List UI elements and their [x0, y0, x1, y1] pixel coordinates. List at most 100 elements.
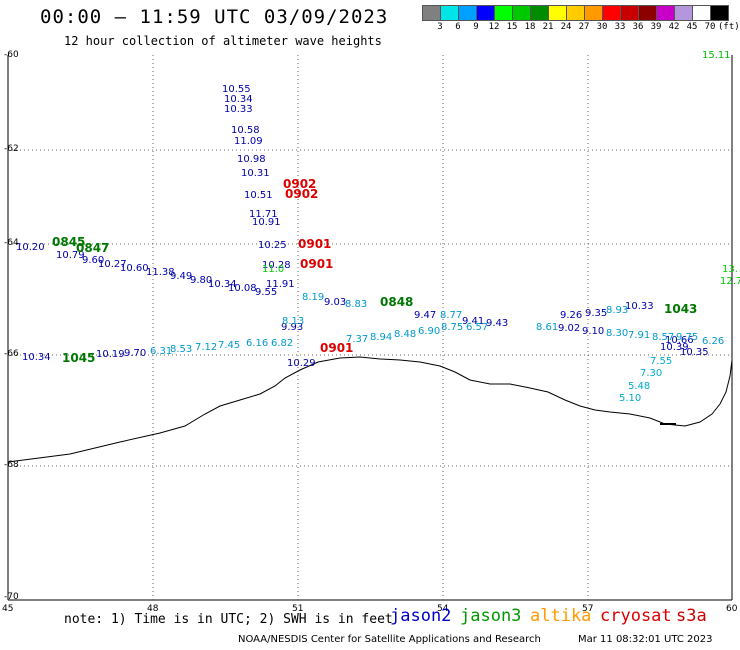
scale-swatch	[512, 5, 531, 21]
legend-altika: altika	[530, 606, 592, 626]
lon-label-48: 48	[147, 604, 159, 614]
lon-label-60: 60	[726, 604, 738, 614]
scale-swatch	[422, 5, 441, 21]
wave-height-label: 8.53	[170, 344, 192, 355]
lat-label-62: -62	[4, 144, 19, 154]
wave-height-label: 8.77	[440, 310, 462, 321]
lon-label-54: 54	[437, 604, 449, 614]
time-label: 0847	[76, 241, 109, 255]
wave-height-label: 12.7	[720, 276, 740, 287]
wave-height-label: 8.19	[302, 292, 324, 303]
time-label: 1045	[62, 351, 95, 365]
lon-label-45: 45	[2, 604, 14, 614]
scale-label: 70	[704, 22, 716, 32]
wave-height-label: 15.11	[702, 50, 731, 61]
wave-height-label: 9.55	[255, 287, 277, 298]
wave-height-label: 7.30	[640, 368, 662, 379]
wave-height-label: 9.60	[82, 255, 104, 266]
scale-label: 9	[473, 22, 479, 32]
wave-height-label: 10.27	[98, 259, 127, 270]
scale-swatch	[548, 5, 567, 21]
wave-height-label: 8.94	[370, 332, 392, 343]
wave-height-label: 8.30	[606, 328, 628, 339]
scale-swatch	[476, 5, 495, 21]
wave-height-label: 10.08	[228, 283, 257, 294]
legend-cryosat: cryosat	[600, 606, 672, 626]
wave-height-label: 7.91	[628, 330, 650, 341]
wave-height-label: 8.75	[441, 322, 463, 333]
wave-height-label: 8.83	[345, 299, 367, 310]
wave-height-label: 5.48	[628, 381, 650, 392]
wave-height-label: 11.91	[266, 279, 295, 290]
wave-height-label: 10.20	[16, 242, 45, 253]
wave-height-label: 6.26	[702, 336, 724, 347]
wave-height-label: 7.55	[650, 356, 672, 367]
wave-height-label: 10.31	[241, 168, 270, 179]
wave-height-label: 7.37	[346, 334, 368, 345]
wave-height-label: 10.66	[665, 335, 694, 346]
wave-height-label: 8.13	[282, 316, 304, 327]
time-label: 0848	[380, 295, 413, 309]
lat-label-64: -64	[4, 238, 19, 248]
wave-height-label: 6.31	[150, 346, 172, 357]
time-label: 1043	[664, 302, 697, 316]
scale-label: (ft)	[718, 22, 740, 32]
scale-label: 39	[650, 22, 662, 32]
time-label: 0901	[320, 341, 353, 355]
scale-swatch	[530, 5, 549, 21]
time-label: 0902	[283, 177, 316, 191]
wave-height-label: 10.25	[258, 240, 287, 251]
wave-height-label: 10.19	[96, 349, 125, 360]
wave-height-label: 10.79	[56, 250, 85, 261]
wave-height-label: 8.61	[536, 322, 558, 333]
wave-height-label: 9.43	[486, 318, 508, 329]
wave-height-label: 10.33	[625, 301, 654, 312]
wave-height-label: 10.60	[120, 263, 149, 274]
wave-height-label: 10.34	[22, 352, 51, 363]
scale-swatch	[674, 5, 693, 21]
scale-label: 36	[632, 22, 644, 32]
lon-label-51: 51	[292, 604, 304, 614]
wave-height-label: 9.49	[170, 271, 192, 282]
time-label: 0901	[298, 237, 331, 251]
wave-height-label: 9.35	[585, 308, 607, 319]
scale-swatch	[620, 5, 639, 21]
legend-jason3: jason3	[460, 606, 522, 626]
wave-height-label: 9.93	[281, 322, 303, 333]
wave-height-label: 6.90	[418, 326, 440, 337]
scale-label: 15	[506, 22, 518, 32]
timestamp: Mar 11 08:32:01 UTC 2023	[578, 634, 713, 645]
wave-height-label: 9.75	[676, 332, 698, 343]
lat-label-60: -60	[4, 50, 19, 60]
scale-label: 12	[488, 22, 500, 32]
wave-height-label: 10.34	[224, 94, 253, 105]
scale-label: 42	[668, 22, 680, 32]
wave-height-label: 11.0	[262, 264, 284, 275]
footer-note: note: 1) Time is in UTC; 2) SWH is in fe…	[64, 612, 393, 627]
wave-height-label: 9.26	[560, 310, 582, 321]
wave-height-label: 8.93	[606, 305, 628, 316]
page-title: 00:00 – 11:59 UTC 03/09/2023	[40, 6, 389, 28]
wave-height-label: 7.45	[218, 340, 240, 351]
page-subtitle: 12 hour collection of altimeter wave hei…	[64, 34, 382, 48]
wave-height-label: 10.98	[237, 154, 266, 165]
scale-label: 18	[524, 22, 536, 32]
wave-height-label: 6.82	[271, 338, 293, 349]
antarctic-coastline	[7, 356, 733, 463]
wave-height-label: 9.70	[124, 348, 146, 359]
scale-label: 3	[437, 22, 443, 32]
scale-swatch	[710, 5, 729, 21]
legend-jason2: jason2	[390, 606, 452, 626]
wave-height-label: 5.10	[619, 393, 641, 404]
wave-height-label: 7.12	[195, 342, 217, 353]
lat-label-70: -70	[4, 592, 19, 602]
wave-height-label: 9.10	[582, 326, 604, 337]
wave-height-label: 10.28	[262, 260, 291, 271]
scale-swatch	[494, 5, 513, 21]
wave-height-label: 10.58	[231, 125, 260, 136]
time-label: 0901	[300, 257, 333, 271]
longitude-gridlines	[152, 55, 589, 600]
lon-label-57: 57	[582, 604, 594, 614]
